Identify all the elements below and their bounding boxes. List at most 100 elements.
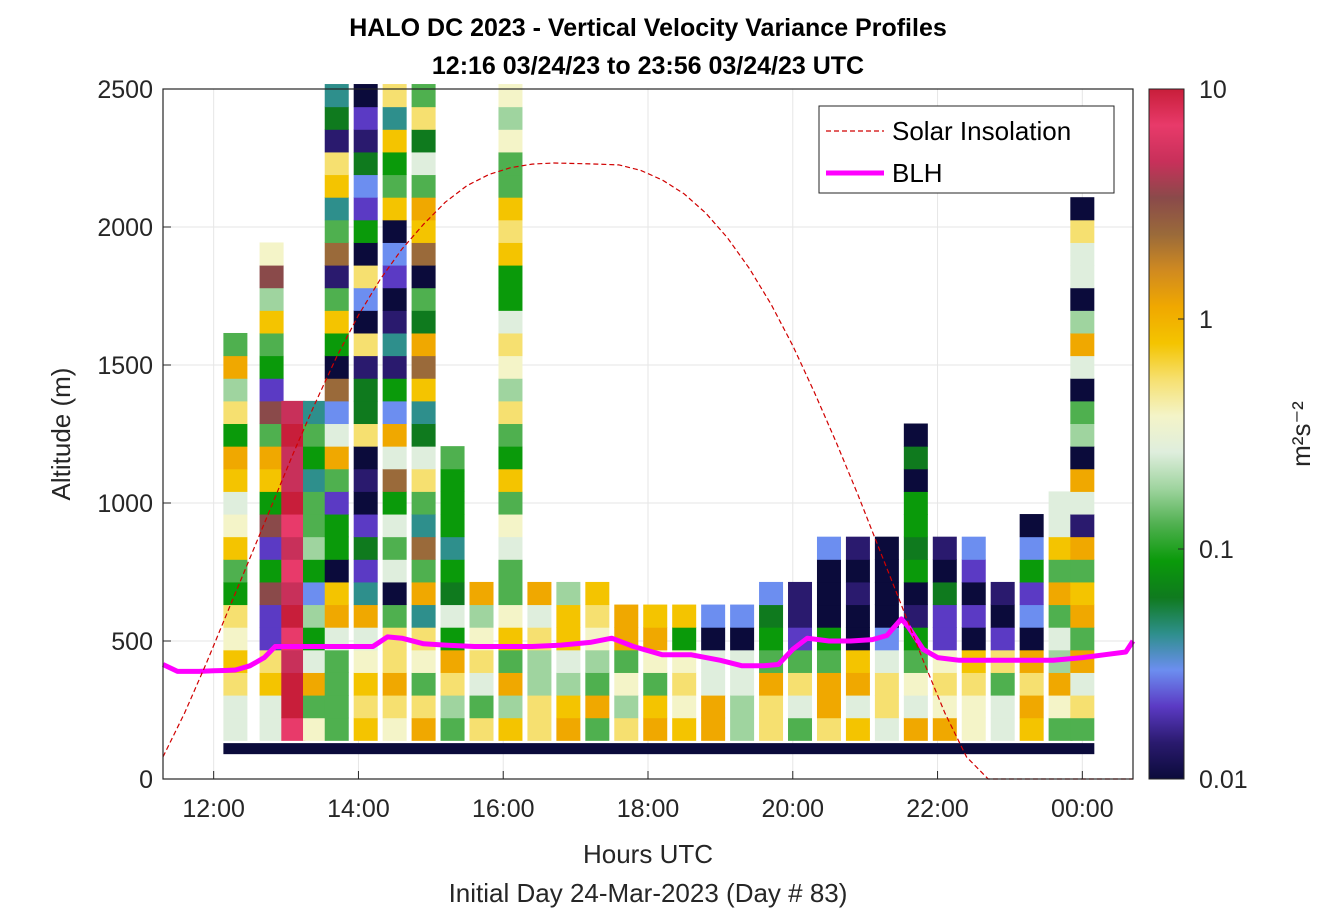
heatmap-cell [816,581,841,606]
heatmap-cell [440,717,465,741]
y-tick-label: 1000 [97,490,153,518]
heatmap-cell [498,672,523,696]
heatmap-cell [411,378,436,402]
heatmap-cells [223,84,1095,755]
y-axis-label: Altitude (m) [46,368,76,501]
heatmap-cell [498,604,523,628]
heatmap-cell [324,174,349,198]
heatmap-cell [903,672,928,696]
heatmap-cell [303,649,328,673]
heatmap-cell [1048,491,1073,515]
heatmap-cell [1070,265,1095,289]
heatmap-cell [816,559,841,583]
heatmap-cell [1070,332,1095,357]
heatmap-cell [259,695,284,719]
heatmap-cell [303,717,328,741]
heatmap-cell [324,604,349,628]
heatmap-cell [961,672,986,696]
heatmap-cell [845,717,870,741]
heatmap-cell [498,514,523,538]
heatmap-cell [903,649,928,673]
heatmap-cell [874,581,899,606]
heatmap-cell [903,604,928,628]
heatmap-cell [324,197,349,221]
heatmap-cell [411,151,436,176]
heatmap-cell [353,129,378,153]
heatmap-cell [701,627,726,651]
heatmap-cell [903,468,928,492]
heatmap-cell [498,695,523,719]
heatmap-cell [1070,491,1095,515]
heatmap-cell [585,672,610,696]
colorbar-tick-label: 10 [1199,76,1227,104]
heatmap-cell [1048,581,1073,606]
heatmap-cell [324,129,349,153]
heatmap-cell [498,151,523,176]
heatmap-cell [1019,559,1044,583]
heatmap-cell [932,536,957,560]
heatmap-cell [990,672,1015,696]
x-tick-label: 00:00 [1051,795,1114,823]
heatmap-cell [223,446,248,470]
heatmap-cell [1070,627,1095,651]
heatmap-cell [961,604,986,628]
heatmap-cell [382,400,407,425]
blh-line [161,616,1136,674]
heatmap-cell [440,446,465,470]
heatmap-cell [324,310,349,334]
heatmap-cell [498,468,523,492]
heatmap-cell [324,717,349,741]
heatmap-cell [816,717,841,741]
heatmap-cell [259,242,284,266]
heatmap-cell [303,514,328,538]
heatmap-cell [498,355,523,379]
heatmap-cell [845,581,870,606]
heatmap-cell [411,400,436,425]
heatmap-cell [281,468,306,492]
heatmap-cell [788,649,813,673]
heatmap-cell [1070,604,1095,628]
colorbar-tick-label: 1 [1199,306,1213,334]
colorbar [1148,88,1185,780]
heatmap-cell [903,695,928,719]
heatmap-cell [1070,378,1095,402]
heatmap-cell [1070,310,1095,334]
heatmap-cell [353,559,378,583]
heatmap-cell [585,581,610,606]
heatmap-cell [643,695,668,719]
heatmap-cell [498,197,523,221]
heatmap-cell [498,423,523,447]
heatmap-cell [382,695,407,719]
heatmap-cell [672,695,697,719]
colorbar-tick-label: 0.01 [1199,766,1248,794]
heatmap-cell [303,581,328,606]
heatmap-cell [324,355,349,379]
heatmap-cell [1048,672,1073,696]
heatmap-cell [498,446,523,470]
heatmap-cell [440,491,465,515]
heatmap-cell [788,627,813,651]
heatmap-cell [223,604,248,628]
heatmap-cell [281,400,306,425]
heatmap-cell [1019,581,1044,606]
heatmap-cell [759,717,784,741]
heatmap-cell [556,649,581,673]
legend-blh-label: BLH [892,158,943,188]
x-tick-label: 12:00 [182,795,245,823]
heatmap-cell [614,717,639,741]
heatmap-cell [1019,604,1044,628]
heatmap-cell [353,378,378,402]
heatmap-cell [382,717,407,741]
heatmap-cell [223,717,248,741]
heatmap-cell [281,604,306,628]
heatmap-cell [1070,400,1095,425]
heatmap-cell [874,604,899,628]
heatmap-cell [382,287,407,311]
colorbar-label: m²s⁻² [1286,401,1316,467]
heatmap-cell [324,378,349,402]
heatmap-cell [324,400,349,425]
heatmap-cell [556,695,581,719]
heatmap-cell [324,265,349,289]
heatmap-cell [730,604,755,628]
heatmap-cell [759,672,784,696]
